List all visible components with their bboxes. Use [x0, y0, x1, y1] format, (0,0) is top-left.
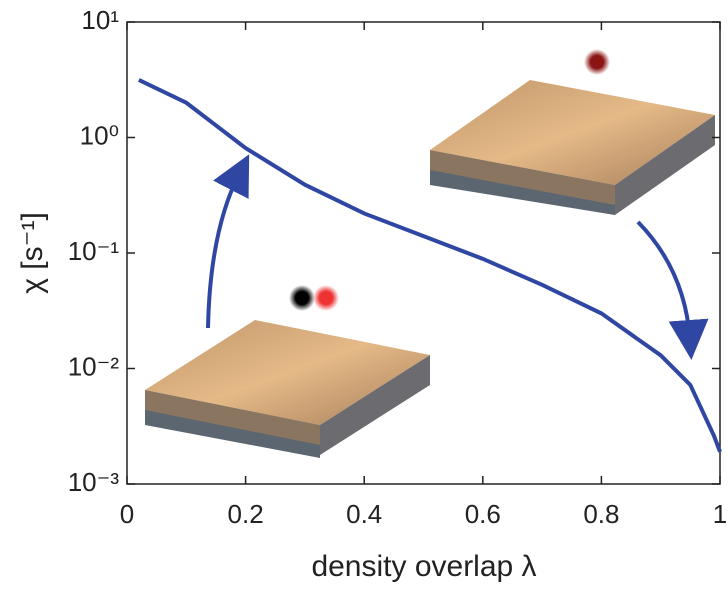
x-tick-label: 0.6: [465, 499, 501, 529]
arrow: [636, 220, 709, 360]
device-top: [430, 80, 715, 215]
y-tick-label: 10⁰: [80, 120, 119, 150]
device-bottom: [145, 320, 430, 458]
x-tick-label: 0.8: [583, 499, 619, 529]
y-tick-label: 10⁻²: [68, 351, 120, 381]
x-tick-label: 0.4: [346, 499, 382, 529]
particle: [313, 285, 339, 311]
arrow: [206, 154, 250, 329]
series-line: [137, 78, 722, 453]
y-tick-label: 10⁻³: [68, 467, 120, 497]
particle: [584, 49, 610, 75]
x-tick-label: 0: [120, 499, 134, 529]
x-tick-label: 0.2: [228, 499, 264, 529]
x-axis-label: density overlap λ: [311, 550, 536, 583]
particle: [289, 285, 315, 311]
y-tick-label: 10¹: [81, 5, 119, 35]
x-tick-label: 1: [713, 499, 727, 529]
y-axis-label: χ [s⁻¹]: [16, 212, 49, 294]
y-tick-label: 10⁻¹: [68, 236, 120, 266]
